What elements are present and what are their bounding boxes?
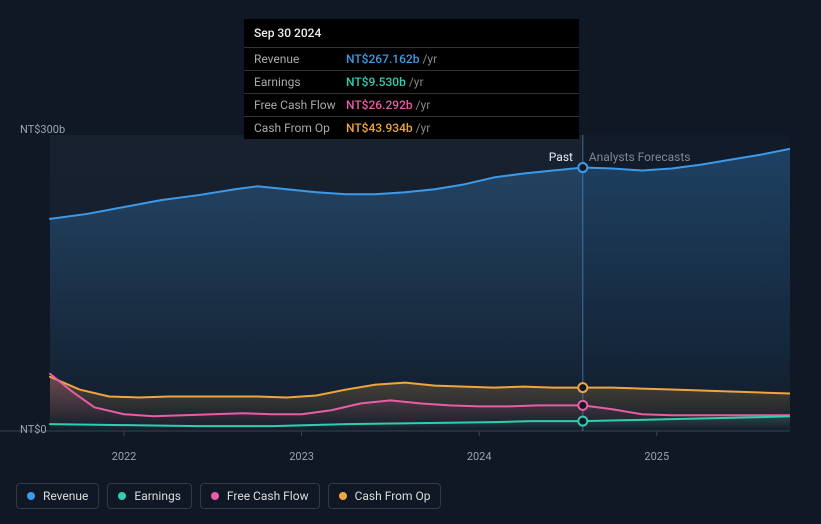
legend-dot-icon: [339, 492, 347, 500]
tooltip-metric-unit: /yr: [409, 75, 424, 89]
tooltip-metric-unit: /yr: [416, 98, 431, 112]
legend-item-revenue[interactable]: Revenue: [16, 483, 99, 509]
tooltip-metric-value: NT$9.530b: [346, 75, 406, 89]
x-axis-label: 2023: [289, 450, 314, 463]
legend-label: Cash From Op: [355, 489, 431, 503]
tooltip-metric-label: Earnings: [254, 75, 346, 89]
tooltip-row: Free Cash FlowNT$26.292b/yr: [244, 93, 579, 116]
legend-label: Earnings: [134, 489, 181, 503]
tooltip-metric-value: NT$43.934b: [346, 121, 413, 135]
legend-dot-icon: [118, 492, 126, 500]
legend-item-free-cash-flow[interactable]: Free Cash Flow: [200, 483, 320, 509]
tooltip-row: Cash From OpNT$43.934b/yr: [244, 116, 579, 139]
legend-label: Free Cash Flow: [227, 489, 309, 503]
chart-tooltip: Sep 30 2024 RevenueNT$267.162b/yrEarning…: [244, 19, 579, 139]
tooltip-metric-label: Free Cash Flow: [254, 98, 346, 112]
tooltip-metric-label: Revenue: [254, 52, 346, 66]
x-axis-label: 2024: [467, 450, 492, 463]
legend-dot-icon: [27, 492, 35, 500]
x-axis-label: 2022: [112, 450, 137, 463]
legend-label: Revenue: [43, 489, 88, 503]
tooltip-row: RevenueNT$267.162b/yr: [244, 47, 579, 70]
earnings-chart[interactable]: NT$300b NT$0 2022 2023 2024 2025 Past Analys…: [0, 125, 811, 474]
tooltip-metric-label: Cash From Op: [254, 121, 346, 135]
section-label-past: Past: [549, 150, 573, 164]
y-axis-label-bottom: NT$0: [20, 423, 47, 436]
tooltip-date: Sep 30 2024: [244, 19, 579, 47]
tooltip-metric-unit: /yr: [422, 52, 437, 66]
legend-item-cash-from-op[interactable]: Cash From Op: [328, 483, 442, 509]
tooltip-metric-unit: /yr: [416, 121, 431, 135]
chart-legend: Revenue Earnings Free Cash Flow Cash From O…: [16, 483, 441, 509]
tooltip-metric-value: NT$267.162b: [346, 52, 419, 66]
tooltip-row: EarningsNT$9.530b/yr: [244, 70, 579, 93]
tooltip-metric-value: NT$26.292b: [346, 98, 413, 112]
y-axis-label-top: NT$300b: [20, 123, 65, 136]
x-axis-label: 2025: [644, 450, 669, 463]
legend-item-earnings[interactable]: Earnings: [107, 483, 192, 509]
legend-dot-icon: [211, 492, 219, 500]
section-label-forecast: Analysts Forecasts: [589, 150, 691, 164]
